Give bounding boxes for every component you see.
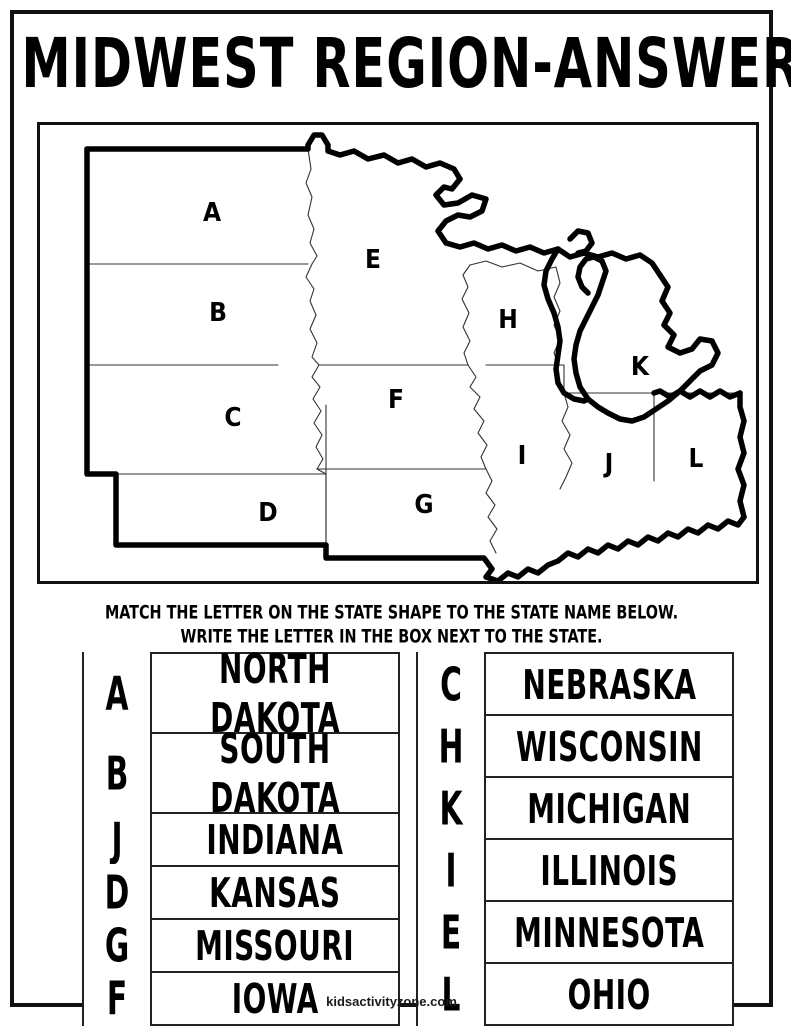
state-name: ILLINOIS: [484, 838, 734, 902]
answer-tables: A NORTH DAKOTA B SOUTH DAKOTA J INDIANA …: [82, 644, 734, 1029]
answer-letter[interactable]: J: [82, 808, 152, 871]
map-frame: A E B H K C F I J L D G: [37, 122, 759, 584]
answer-table-left: A NORTH DAKOTA B SOUTH DAKOTA J INDIANA …: [82, 644, 400, 1029]
map-letter-K: K: [631, 352, 650, 382]
map-letter-L: L: [689, 444, 704, 474]
table-row[interactable]: D KANSAS: [82, 861, 400, 924]
map-letter-C: C: [224, 403, 241, 433]
region-outer-boundary: [84, 132, 501, 581]
state-name: KANSAS: [150, 865, 400, 920]
answer-letter[interactable]: G: [82, 914, 152, 977]
midwest-map: A E B H K C F I J L D G: [84, 132, 747, 581]
table-row[interactable]: F IOWA: [82, 967, 400, 1029]
map-letter-I: I: [518, 441, 527, 471]
answer-letter[interactable]: C: [416, 648, 486, 720]
answer-letter[interactable]: D: [82, 861, 152, 924]
state-name: MINNESOTA: [484, 900, 734, 964]
state-name: IOWA: [150, 971, 400, 1026]
map-letter-H: H: [498, 305, 518, 335]
state-name: MISSOURI: [150, 918, 400, 973]
map-letter-F: F: [388, 385, 404, 415]
map-letter-E: E: [365, 245, 381, 275]
table-row[interactable]: C NEBRASKA: [416, 648, 734, 720]
worksheet-page: MIDWEST REGION-ANSWER KEY: [10, 10, 791, 1029]
answer-letter[interactable]: E: [416, 896, 486, 968]
map-letter-A: A: [203, 198, 221, 228]
map-letter-D: D: [258, 498, 277, 528]
answer-letter[interactable]: I: [416, 834, 486, 906]
table-row[interactable]: G MISSOURI: [82, 914, 400, 977]
table-row[interactable]: K MICHIGAN: [416, 772, 734, 844]
state-name: INDIANA: [150, 812, 400, 867]
state-name: MICHIGAN: [484, 776, 734, 840]
state-name: NORTH DAKOTA: [150, 644, 400, 742]
page-title: MIDWEST REGION-ANSWER KEY: [21, 24, 791, 105]
map-letter-B: B: [209, 298, 227, 328]
table-row[interactable]: J INDIANA: [82, 808, 400, 871]
table-row[interactable]: H WISCONSIN: [416, 710, 734, 782]
instructions-line-2: WRITE THE LETTER IN THE BOX NEXT TO THE …: [180, 625, 603, 648]
map-letter-J: J: [603, 449, 614, 479]
answer-table-right: C NEBRASKA H WISCONSIN K MICHIGAN I ILLI…: [416, 648, 734, 1029]
answer-letter[interactable]: B: [82, 727, 152, 819]
table-row[interactable]: B SOUTH DAKOTA: [82, 724, 400, 822]
answer-letter[interactable]: H: [416, 710, 486, 782]
great-lakes-outline: [433, 176, 721, 424]
instructions: MATCH THE LETTER ON THE STATE SHAPE TO T…: [14, 600, 769, 648]
table-row[interactable]: A NORTH DAKOTA: [82, 644, 400, 742]
state-name: NEBRASKA: [484, 652, 734, 716]
map-state-letters: A E B H K C F I J L D G: [203, 198, 704, 528]
answer-letter[interactable]: A: [82, 647, 152, 739]
state-name: SOUTH DAKOTA: [150, 724, 400, 822]
table-row[interactable]: E MINNESOTA: [416, 896, 734, 968]
map-letter-G: G: [414, 490, 433, 520]
state-name: OHIO: [484, 962, 734, 1026]
instructions-line-1: MATCH THE LETTER ON THE STATE SHAPE TO T…: [104, 601, 679, 623]
state-name: WISCONSIN: [484, 714, 734, 778]
site-watermark: kidsactivityzone.com: [326, 994, 457, 1009]
table-row[interactable]: I ILLINOIS: [416, 834, 734, 906]
ohio-river-boundary: [495, 388, 747, 581]
answer-letter[interactable]: K: [416, 772, 486, 844]
